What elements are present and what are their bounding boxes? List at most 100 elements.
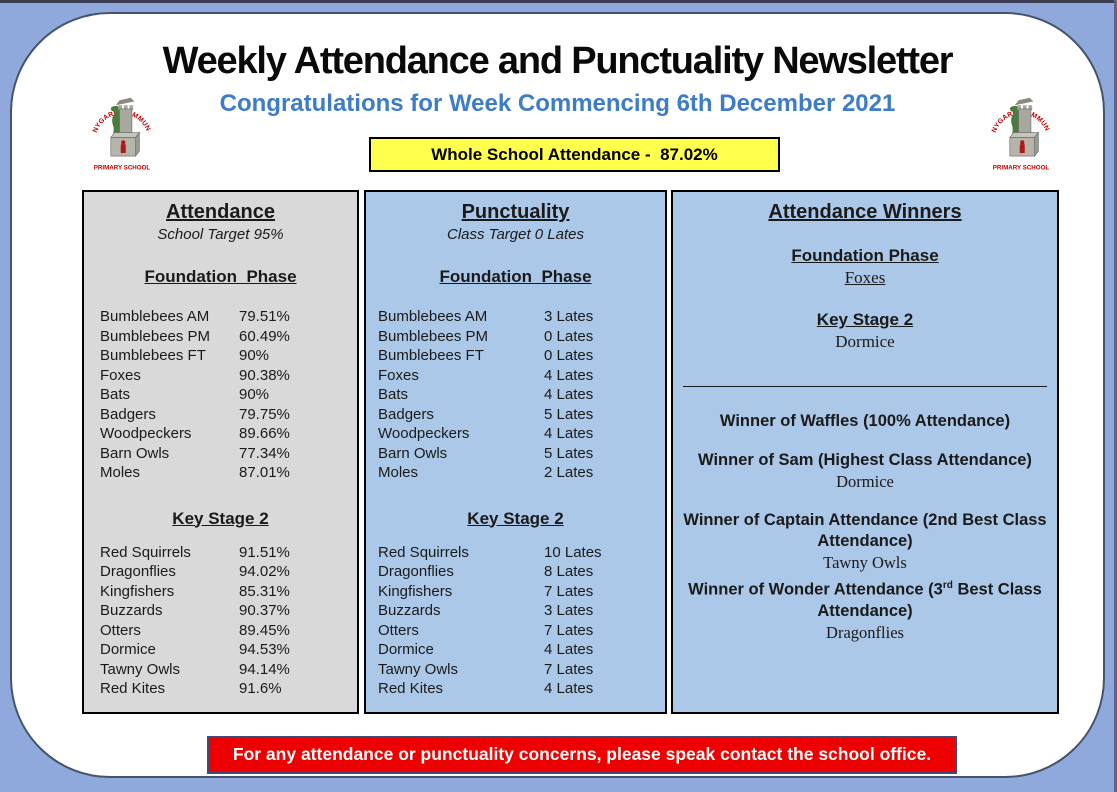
logo-bottom-text: PRIMARY SCHOOL [94, 165, 151, 172]
attendance-value: 90% [239, 347, 270, 364]
winners-ks2-heading: Key Stage 2 [816, 310, 914, 329]
class-name: Barn Owls [378, 444, 448, 462]
class-name: Red Kites [100, 680, 166, 697]
award-title-text: Best Class Attendance) [817, 580, 1042, 620]
lates-value: 7 Lates [544, 621, 594, 639]
class-name: Bumblebees AM [100, 308, 210, 325]
lates-value: 8 Lates [544, 563, 594, 580]
lates-value: 7 Lates [544, 582, 594, 600]
class-name: Dormice [378, 641, 434, 658]
attendance-value: 60.49% [239, 327, 290, 345]
school-logo-right: PENYGARN COMMUNITY PRIMARY SCHOOL [990, 91, 1050, 172]
newsletter-sheet: Weekly Attendance and Punctuality Newsle… [10, 12, 1105, 778]
class-name: Red Squirrels [378, 543, 469, 561]
award-item: Winner of Waffles (100% Attendance) [673, 411, 1057, 432]
school-logo-left: PENYGARN COMMUNITY PRIMARY SCHOOL [91, 91, 151, 172]
punctuality-ks2-rows: Red Squirrels 10 Lates Dragonflies 8 Lat… [366, 543, 665, 699]
award-winner: Dragonflies [826, 622, 904, 642]
class-name: Badgers [378, 405, 434, 423]
attendance-value: 94.14% [239, 660, 290, 678]
castle-base-icon [1009, 131, 1039, 158]
attendance-value: 89.66% [239, 425, 290, 442]
attendance-value: 90.37% [239, 602, 290, 619]
class-name: Moles [100, 464, 141, 481]
class-name: Foxes [378, 366, 419, 384]
figure-icon [1020, 140, 1025, 145]
attendance-row: Barn Owls 77.34% [84, 444, 357, 464]
punctuality-ks2-heading: Key Stage 2 [467, 508, 564, 528]
class-name: Otters [100, 621, 141, 639]
page-title: Weekly Attendance and Punctuality Newsle… [162, 40, 954, 82]
attendance-foundation-rows: Bumblebees AM 79.51% Bumblebees PM 60.49… [84, 307, 357, 483]
award-title: Winner of Captain Attendance (2nd Best C… [673, 510, 1057, 552]
attendance-row: Bumblebees FT 90% [84, 346, 357, 366]
ks2-winner: Dormice [835, 332, 895, 351]
punctuality-row: Bumblebees FT 0 Lates [366, 346, 665, 366]
class-name: Dragonflies [378, 563, 454, 580]
lates-value: 5 Lates [544, 444, 594, 462]
class-name: Bumblebees FT [100, 347, 206, 364]
lates-value: 4 Lates [544, 386, 594, 403]
attendance-row: Moles 87.01% [84, 463, 357, 483]
lates-value: 5 Lates [544, 405, 594, 423]
punctuality-row: Otters 7 Lates [366, 621, 665, 641]
class-name: Woodpeckers [100, 425, 192, 442]
lates-value: 3 Lates [544, 308, 594, 325]
class-name: Bats [100, 386, 131, 403]
figure-icon [121, 140, 126, 145]
attendance-value: 90% [239, 386, 270, 403]
awards-list: Winner of Waffles (100% Attendance) Winn… [673, 411, 1057, 643]
class-name: Red Kites [378, 680, 444, 697]
punctuality-row: Red Squirrels 10 Lates [366, 543, 665, 563]
attendance-ks2-rows: Red Squirrels 91.51% Dragonflies 94.02% … [84, 543, 357, 699]
attendance-row: Kingfishers 85.31% [84, 582, 357, 602]
attendance-row: Buzzards 90.37% [84, 601, 357, 621]
award-title: Winner of Waffles (100% Attendance) [673, 411, 1057, 432]
award-item: Winner of Captain Attendance (2nd Best C… [673, 510, 1057, 573]
lates-value: 2 Lates [544, 464, 594, 481]
lates-value: 0 Lates [544, 347, 594, 364]
class-name: Foxes [100, 366, 141, 384]
class-name: Moles [378, 464, 419, 481]
punctuality-row: Bumblebees AM 3 Lates [366, 307, 665, 327]
logo-bottom-text: PRIMARY SCHOOL [993, 165, 1050, 172]
lates-value: 3 Lates [544, 602, 594, 619]
class-name: Bats [378, 386, 409, 403]
punctuality-foundation-heading: Foundation Phase [439, 267, 592, 286]
award-title-text: Winner of Captain Attendance (2nd Best C… [683, 511, 1047, 550]
lates-value: 10 Lates [544, 543, 602, 561]
punctuality-row: Tawny Owls 7 Lates [366, 660, 665, 680]
class-name: Tawny Owls [100, 660, 181, 678]
winners-panel: Attendance Winners Foundation Phase Foxe… [671, 190, 1059, 714]
award-title-text: Winner of Wonder Attendance (3 [688, 580, 943, 599]
award-title-text: Winner of Sam (Highest Class Attendance) [698, 451, 1032, 469]
attendance-value: 90.38% [239, 366, 290, 384]
attendance-heading: Attendance [166, 201, 275, 223]
attendance-value: 85.31% [239, 582, 290, 600]
class-name: Tawny Owls [378, 660, 459, 678]
class-name: Otters [378, 621, 419, 639]
punctuality-row: Woodpeckers 4 Lates [366, 424, 665, 444]
dragon-icon [110, 105, 121, 139]
window-right-edge [1114, 0, 1117, 792]
attendance-value: 91.51% [239, 543, 290, 561]
attendance-row: Red Squirrels 91.51% [84, 543, 357, 563]
foundation-winner: Foxes [844, 268, 886, 287]
attendance-row: Dragonflies 94.02% [84, 562, 357, 582]
punctuality-foundation-rows: Bumblebees AM 3 Lates Bumblebees PM 0 La… [366, 307, 665, 483]
lates-value: 4 Lates [544, 641, 594, 658]
castle-base-icon [110, 131, 140, 158]
lates-value: 0 Lates [544, 327, 594, 345]
class-name: Dormice [100, 641, 156, 658]
ordinal-suffix: rd [942, 580, 953, 591]
punctuality-row: Red Kites 4 Lates [366, 679, 665, 699]
winners-divider [682, 386, 1048, 387]
award-title: Winner of Sam (Highest Class Attendance) [673, 450, 1057, 471]
attendance-row: Woodpeckers 89.66% [84, 424, 357, 444]
class-name: Buzzards [100, 602, 163, 619]
class-name: Bumblebees PM [378, 327, 489, 345]
punctuality-panel: Punctuality Class Target 0 Lates Foundat… [364, 190, 667, 714]
class-name: Badgers [100, 405, 156, 423]
attendance-value: 89.45% [239, 621, 290, 639]
